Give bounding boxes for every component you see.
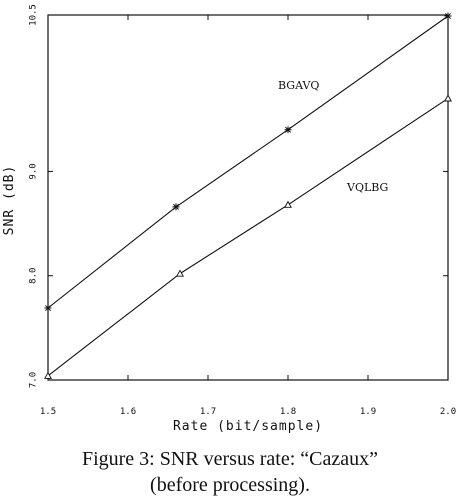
data-point-bgavq — [44, 304, 52, 312]
y-tick-label: 10.5 — [29, 4, 39, 26]
series-line-bgavq — [47, 15, 449, 309]
caption-line-2: (before processing). — [150, 474, 310, 496]
series-line-vqlbg — [47, 97, 449, 377]
data-point-bgavq — [172, 203, 180, 211]
series-layer — [44, 12, 452, 379]
series-label-vqlbg: VQLBG — [346, 181, 388, 194]
x-axis-ticks: 1.5 1.6 1.7 1.8 1.9 2.0 — [40, 15, 456, 417]
data-point-vqlbg — [176, 269, 184, 277]
x-tick-label: 2.0 — [440, 407, 456, 417]
series-label-bgavq: BGAVQ — [278, 79, 319, 92]
x-tick-label: 1.8 — [280, 407, 296, 417]
y-axis-label: SNR (dB) — [2, 165, 17, 236]
y-tick-label: 8.0 — [29, 268, 39, 284]
x-axis-label: Rate (bit/sample) — [173, 419, 323, 434]
data-point-vqlbg — [44, 371, 52, 379]
data-point-vqlbg — [444, 94, 452, 102]
data-point-bgavq — [284, 126, 292, 134]
chart: 1.5 1.6 1.7 1.8 1.9 2.0 7.0 8.0 9.0 10.5 Rate (b… — [2, 4, 456, 434]
x-tick-label: 1.5 — [40, 407, 56, 417]
x-tick-label: 1.6 — [120, 407, 136, 417]
x-tick-label: 1.9 — [360, 407, 376, 417]
data-point-vqlbg — [284, 200, 292, 208]
figure-caption: Figure 3: SNR versus rate: “Cazaux” (bef… — [0, 446, 460, 498]
y-tick-label: 7.0 — [29, 372, 39, 388]
x-tick-label: 1.7 — [200, 407, 216, 417]
y-tick-label: 9.0 — [29, 163, 39, 179]
plot-frame — [47, 14, 449, 381]
caption-line-1: Figure 3: SNR versus rate: “Cazaux” — [81, 448, 379, 470]
data-point-bgavq — [444, 12, 452, 20]
y-axis-ticks: 7.0 8.0 9.0 10.5 — [29, 4, 448, 388]
